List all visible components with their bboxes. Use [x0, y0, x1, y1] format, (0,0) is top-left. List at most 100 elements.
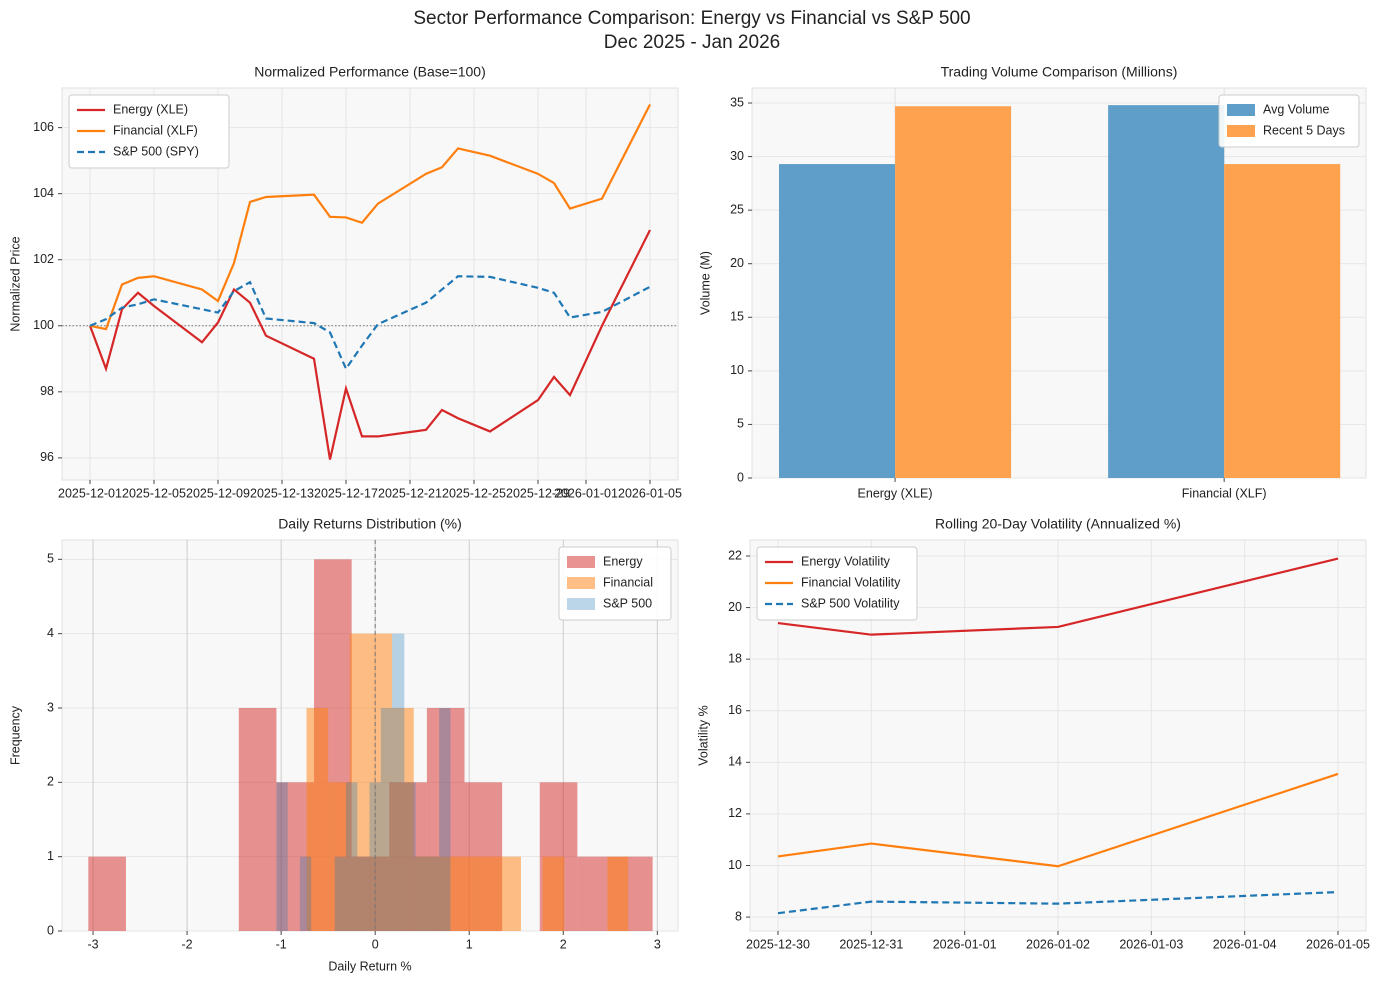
histogram-bar	[328, 782, 350, 931]
legend-label: Recent 5 Days	[1263, 123, 1345, 137]
legend-label: Energy Volatility	[801, 554, 891, 568]
legend-label: Financial	[603, 575, 653, 589]
histogram-bar	[439, 707, 451, 931]
bar	[895, 106, 1012, 478]
x-tick-label: 2026-01-01	[554, 486, 618, 500]
x-tick-label: -1	[276, 937, 287, 951]
y-axis-label: Normalized Price	[8, 236, 22, 331]
y-tick-label: 96	[40, 450, 54, 464]
x-tick-label: Financial (XLF)	[1182, 486, 1267, 500]
x-tick-label: 3	[654, 937, 661, 951]
y-tick-label: 0	[47, 923, 54, 937]
y-tick-label: 16	[728, 703, 742, 717]
x-tick-label: 2026-01-04	[1213, 937, 1277, 951]
x-tick-label: 2026-01-05	[618, 486, 682, 500]
x-tick-label: 2026-01-03	[1119, 937, 1183, 951]
y-axis-label: Volatility %	[696, 705, 710, 765]
y-tick-label: 10	[730, 363, 744, 377]
histogram-bar	[306, 707, 329, 931]
y-tick-label: 35	[730, 95, 744, 109]
histogram-bar	[499, 856, 521, 931]
y-tick-label: 18	[728, 651, 742, 665]
line	[777, 772, 1339, 868]
y-tick-label: 25	[730, 202, 744, 216]
y-tick-label: 5	[47, 552, 54, 566]
x-tick-label: 2025-12-30	[746, 937, 810, 951]
legend-label: S&P 500 Volatility	[801, 596, 900, 610]
y-tick-label: 98	[40, 384, 54, 398]
legend-swatch	[1227, 104, 1255, 116]
histogram-bar	[435, 856, 457, 931]
y-axis-label: Frequency	[8, 705, 22, 765]
legend-swatch	[1227, 125, 1255, 137]
x-tick-label: 2025-12-17	[314, 486, 378, 500]
y-tick-label: 14	[728, 755, 742, 769]
x-tick-label: Energy (XLE)	[858, 486, 933, 500]
line	[89, 275, 651, 371]
x-tick-label: 2025-12-31	[839, 937, 903, 951]
y-tick-label: 20	[728, 600, 742, 614]
figure-subtitle: Dec 2025 - Jan 2026	[604, 32, 780, 53]
x-tick-label: 2025-12-01	[58, 486, 122, 500]
x-tick-label: 2025-12-25	[442, 486, 506, 500]
y-tick-label: 30	[730, 149, 744, 163]
histogram-bar	[88, 856, 126, 931]
x-axis-label: Daily Return %	[328, 959, 411, 973]
histogram-bar	[276, 782, 288, 931]
histogram-bar	[392, 707, 414, 931]
bar	[779, 164, 896, 479]
histogram-bar	[392, 633, 405, 931]
chart-title: Normalized Performance (Base=100)	[254, 64, 486, 80]
y-tick-label: 100	[33, 318, 54, 332]
y-tick-label: 102	[33, 252, 54, 266]
legend-label: S&P 500	[603, 596, 652, 610]
x-tick-label: 2026-01-01	[933, 937, 997, 951]
legend-box	[756, 546, 918, 621]
y-tick-label: 15	[730, 310, 744, 324]
legend-label: Financial Volatility	[801, 575, 901, 589]
y-tick-label: 12	[728, 806, 742, 820]
y-tick-label: 8	[735, 909, 742, 923]
histogram-bar	[413, 856, 436, 931]
histogram-bar	[334, 856, 347, 931]
line	[89, 104, 651, 331]
x-tick-label: 2025-12-09	[186, 486, 250, 500]
line	[777, 557, 1339, 636]
x-tick-label: -3	[87, 937, 98, 951]
legend-label: Energy (XLE)	[113, 102, 188, 116]
y-tick-label: 104	[33, 186, 54, 200]
line	[88, 229, 651, 460]
histogram-bar	[426, 856, 440, 931]
y-tick-label: 4	[47, 626, 54, 640]
histogram-bar	[456, 856, 478, 931]
legend-swatch	[567, 598, 595, 610]
bar	[1108, 105, 1225, 479]
line	[777, 890, 1339, 915]
figure-title: Sector Performance Comparison: Energy vs…	[413, 8, 970, 29]
x-tick-label: 2025-12-21	[378, 486, 442, 500]
histogram-bar	[542, 856, 565, 931]
y-tick-label: 0	[737, 470, 744, 484]
legend-label: S&P 500 (SPY)	[113, 144, 199, 158]
histogram-bar	[357, 856, 370, 931]
bar	[1224, 164, 1341, 479]
chart-title: Daily Returns Distribution (%)	[278, 516, 462, 532]
legend-swatch	[567, 556, 595, 568]
histogram-bar	[415, 856, 427, 931]
histogram-bar	[404, 782, 416, 931]
x-tick-label: 2025-12-29	[506, 486, 570, 500]
x-tick-label: 2026-01-05	[1306, 937, 1370, 951]
x-tick-label: 1	[466, 937, 473, 951]
chart-title: Rolling 20-Day Volatility (Annualized %)	[935, 516, 1181, 532]
legend-label: Avg Volume	[1263, 102, 1330, 116]
legend-box	[68, 94, 230, 169]
y-tick-label: 1	[47, 849, 54, 863]
histogram-bar	[380, 707, 393, 931]
x-tick-label: 2025-12-05	[122, 486, 186, 500]
histogram-bar	[349, 633, 371, 931]
y-tick-label: 2	[47, 775, 54, 789]
y-tick-label: 20	[730, 256, 744, 270]
histogram-bar	[299, 856, 312, 931]
histogram-bar	[370, 633, 393, 931]
histogram-bar	[607, 856, 629, 931]
